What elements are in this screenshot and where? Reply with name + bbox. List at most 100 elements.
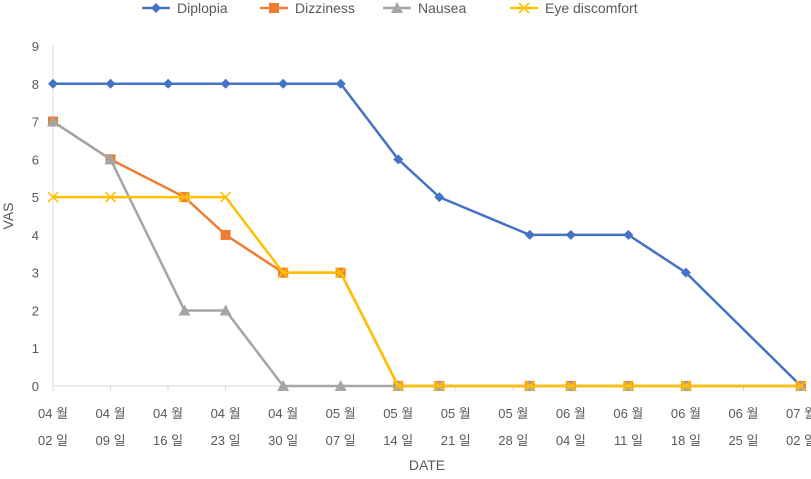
x-axis-title: DATE [409,457,445,473]
x-tick-label-month: 04 월 [153,406,183,421]
legend-item-diplopia: Diplopia [142,0,228,16]
legend-label-dizziness: Dizziness [295,0,355,16]
data-point-nausea [178,304,191,316]
data-point-diplopia [565,229,576,240]
x-tick-label-day: 02 일 [786,433,811,448]
x-tick-label-month: 04 월 [96,406,126,421]
x-tick-label-day: 07 일 [326,433,356,448]
axes: 0 1 2 3 4 5 6 7 8 9 04 월 02 일 04 월 09 일 04 월 16 일 04 월 23… [32,39,811,448]
legend-label-diplopia: Diplopia [177,0,228,16]
series-nausea [47,115,807,391]
data-point-diplopia [623,229,634,240]
data-point-diplopia [220,78,231,89]
x-tick-label-day: 21 일 [441,433,471,448]
x-tick-label-month: 05 월 [441,406,471,421]
data-point-eye-discomfort-stroke [795,380,807,392]
legend-marker-eye-discomfort [518,2,530,14]
x-tick-label-month: 05 월 [498,406,528,421]
x-tick-label-day: 04 일 [556,433,586,448]
x-tick-label-month: 06 월 [556,406,586,421]
x-tick-label-month: 05 월 [326,406,356,421]
x-tick-label-day: 09 일 [96,433,126,448]
data-point-diplopia [680,267,691,278]
series [47,78,807,392]
data-point-eye-discomfort [680,380,692,392]
data-point-nausea [277,380,290,391]
x-tick-label-day: 23 일 [211,433,241,448]
data-point-eye-discomfort [565,380,577,392]
x-tick-label-day: 30 일 [268,433,298,448]
data-point-eye-discomfort-stroke [524,380,536,392]
x-tick-label-month: 06 월 [671,406,701,421]
legend-label-eye-discomfort: Eye discomfort [545,0,638,16]
series-line-eye-discomfort [53,195,801,388]
y-tick-label: 0 [32,379,39,394]
x-tick-label-month: 07 월 [786,406,811,421]
y-tick-label: 9 [32,39,39,54]
legend: Diplopia Dizziness Nausea Eye discomfort [142,0,638,16]
data-point-diplopia [105,78,116,89]
data-point-eye-discomfort-stroke [277,267,289,279]
x-tick-label-day: 25 일 [728,433,758,448]
data-point-eye-discomfort [433,380,445,392]
data-point-diplopia [393,154,404,165]
legend-item-eye-discomfort: Eye discomfort [510,0,638,16]
series-line-dizziness [52,120,801,388]
y-tick-label: 6 [32,152,39,167]
x-tick-label-day: 11 일 [614,433,643,448]
data-point-eye-discomfort [622,380,634,392]
y-tick-label: 4 [32,228,39,243]
data-point-eye-discomfort-stroke [680,380,692,392]
x-tick-label-month: 06 월 [613,406,643,421]
legend-marker-eye-discomfort-stroke [518,2,530,14]
x-tick-label-day: 16 일 [153,433,183,448]
legend-item-dizziness: Dizziness [260,0,355,16]
legend-marker-dizziness [269,3,279,13]
legend-item-nausea: Nausea [383,0,466,16]
y-tick-label: 5 [32,190,39,205]
series-line-nausea [52,120,801,388]
data-point-eye-discomfort [277,267,289,279]
data-point-eye-discomfort-stroke [433,380,445,392]
data-point-nausea [219,304,232,316]
series-diplopia [48,78,806,391]
y-tick-label: 8 [32,77,39,92]
data-point-eye-discomfort-stroke [47,191,59,203]
x-tick-label-month: 04 월 [268,406,298,421]
data-point-diplopia [163,78,174,89]
data-point-eye-discomfort [335,267,347,279]
data-point-eye-discomfort [47,191,59,203]
x-tick-label-day: 18 일 [671,433,701,448]
x-tick-label-month: 04 월 [211,406,241,421]
data-point-eye-discomfort-stroke [565,380,577,392]
data-point-nausea [334,380,347,391]
y-axis-title: VAS [0,203,16,230]
data-point-diplopia [335,78,346,89]
legend-marker-diplopia [151,3,161,13]
data-point-eye-discomfort [220,191,232,203]
y-tick-label: 1 [32,341,39,356]
data-point-diplopia [524,229,535,240]
series-dizziness [48,116,806,391]
data-point-eye-discomfort-stroke [104,191,117,203]
legend-label-nausea: Nausea [418,0,466,16]
data-point-diplopia [48,78,58,89]
x-tick-label-day: 28 일 [498,433,528,448]
y-tick-label: 7 [32,115,39,130]
data-point-eye-discomfort-stroke [220,191,232,203]
x-tick-label-month: 04 월 [38,406,68,421]
data-point-eye-discomfort-stroke [622,380,634,392]
y-tick-label: 3 [32,266,39,281]
x-tick-label-month: 05 월 [383,406,413,421]
x-tick-label-month: 06 월 [728,406,758,421]
series-eye-discomfort [47,191,807,392]
data-point-diplopia [434,192,445,203]
data-point-eye-discomfort-stroke [178,191,191,203]
data-point-nausea [47,115,59,127]
x-tick-label-day: 14 일 [383,433,413,448]
series-line-diplopia [53,82,802,387]
data-point-eye-discomfort-stroke [392,380,404,392]
data-point-diplopia [278,78,289,89]
